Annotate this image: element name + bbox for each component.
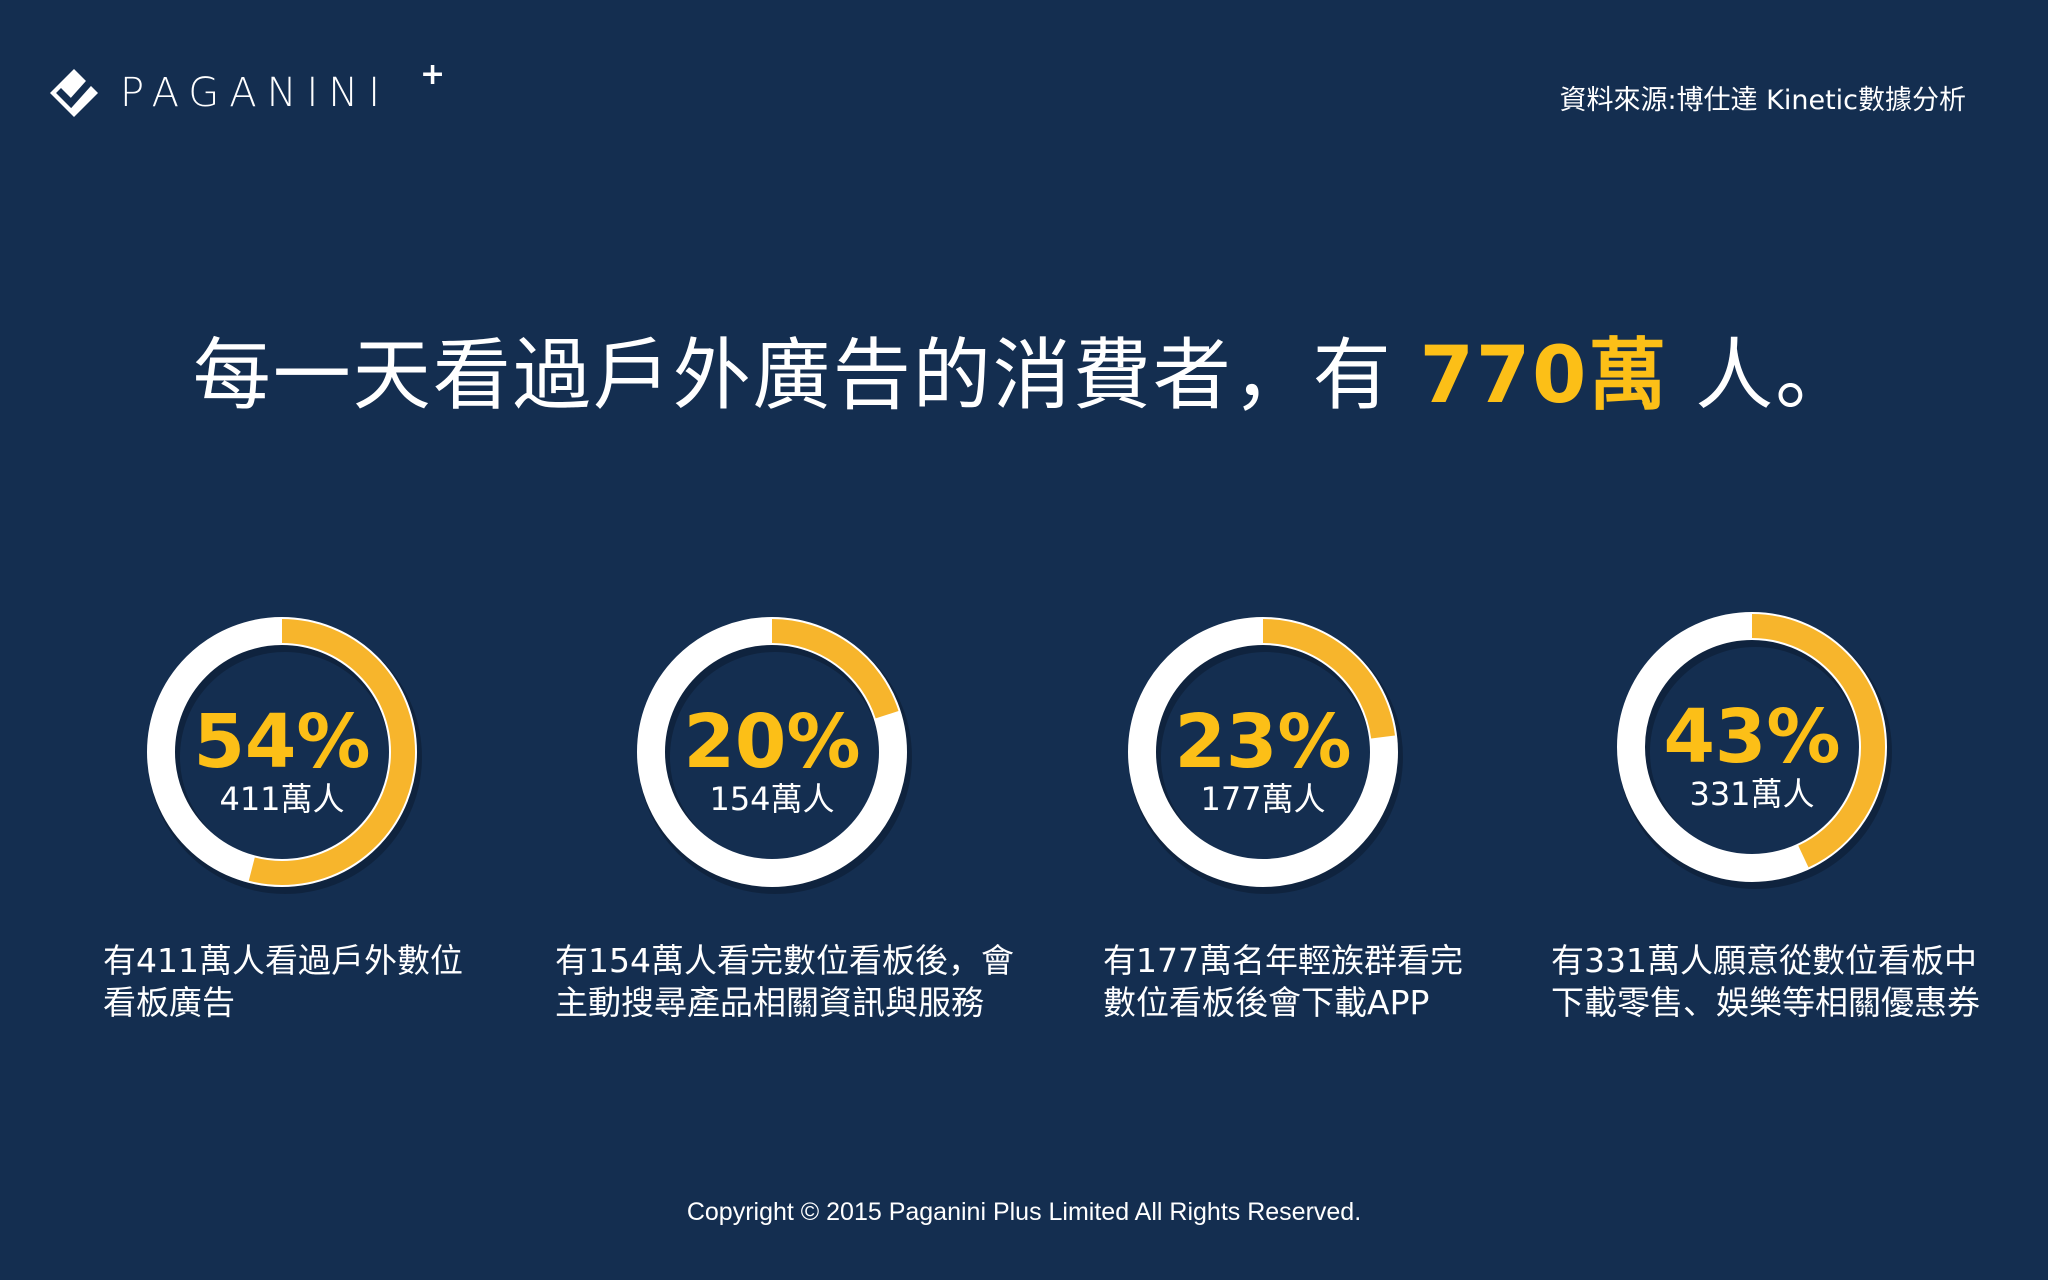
paganini-diamond-check-icon [50, 69, 98, 117]
brand-logo-text: PAGANINI [120, 70, 391, 116]
description-2: 有154萬人看完數位看板後，會 主動搜尋產品相關資訊與服務 [555, 940, 1014, 1024]
donut-4-value-arc [1619, 614, 1885, 880]
donut-2-count-label: 154萬人 [709, 780, 834, 818]
headline-highlight: 770萬 [1419, 331, 1669, 421]
headline-prefix: 每一天看過戶外廣告的消費者，有 [192, 331, 1420, 421]
donut-4-percent-label: 43% [1663, 694, 1840, 780]
donut-3-count-label: 177萬人 [1200, 780, 1325, 818]
brand-logo-plus: + [420, 57, 446, 92]
donut-1-value-arc [149, 619, 415, 885]
description-4: 有331萬人願意從數位看板中 下載零售、娛樂等相關優惠券 [1551, 940, 1980, 1024]
description-3-line-2: 數位看板後會下載APP [1103, 983, 1430, 1022]
donut-3-value-arc [1130, 619, 1396, 885]
description-2-line-1: 有154萬人看完數位看板後，會 [555, 941, 1014, 980]
description-1: 有411萬人看過戶外數位 看板廣告 [103, 940, 463, 1024]
description-1-line-1: 有411萬人看過戶外數位 [103, 941, 463, 980]
headline: 每一天看過戶外廣告的消費者，有 770萬 人。 [0, 330, 2048, 424]
description-3: 有177萬名年輕族群看完 數位看板後會下載APP [1103, 940, 1463, 1024]
donut-2-percent-label: 20% [683, 699, 860, 785]
description-4-line-1: 有331萬人願意從數位看板中 [1551, 941, 1977, 980]
donut-3-percent-label: 23% [1174, 699, 1351, 785]
headline-suffix: 人。 [1668, 331, 1856, 421]
description-4-line-2: 下載零售、娛樂等相關優惠券 [1551, 983, 1980, 1022]
copyright: Copyright © 2015 Paganini Plus Limited A… [686, 1198, 1362, 1226]
donut-2-value-arc [639, 619, 905, 885]
donut-4-count-label: 331萬人 [1689, 775, 1814, 813]
description-1-line-2: 看板廣告 [103, 983, 235, 1022]
description-2-line-2: 主動搜尋產品相關資訊與服務 [555, 983, 984, 1022]
source-note: 資料來源:博仕達 Kinetic數據分析 [1559, 85, 1966, 116]
donut-1-count-label: 411萬人 [219, 780, 344, 818]
brand-logo: PAGANINI + [46, 58, 445, 128]
donut-1-percent-label: 54% [193, 699, 370, 785]
description-3-line-1: 有177萬名年輕族群看完 [1103, 941, 1463, 980]
